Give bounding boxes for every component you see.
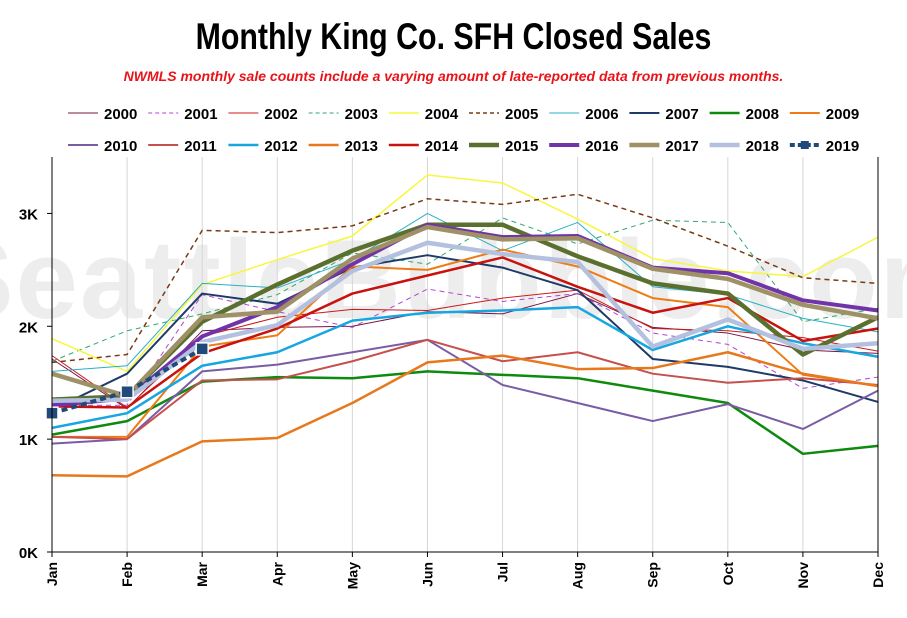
legend-item-2018: 2018 [709, 138, 779, 155]
legend-label: 2012 [264, 138, 297, 155]
series-2011 [51, 338, 879, 441]
legend-marker [800, 141, 809, 149]
legend-item-2014: 2014 [388, 138, 459, 155]
legend-label: 2014 [425, 138, 459, 155]
legend-label: 2013 [345, 138, 378, 155]
y-tick-label: 1K [19, 432, 38, 449]
legend-item-2000: 2000 [68, 106, 137, 123]
line-2017 [51, 224, 879, 399]
legend-item-2002: 2002 [228, 106, 298, 123]
x-tick-label: Apr [269, 561, 285, 586]
legend-item-2011: 2011 [148, 138, 217, 155]
legend-item-2007: 2007 [629, 106, 699, 123]
legend-item-2004: 2004 [388, 106, 459, 123]
line-2015 [51, 222, 879, 402]
x-tick-label: Sep [645, 562, 661, 588]
legend-item-2001: 2001 [148, 106, 218, 123]
legend-label: 2017 [665, 138, 698, 155]
line-2013 [51, 350, 879, 478]
series-2019 [45, 342, 209, 420]
line-2011 [51, 338, 879, 441]
legend-item-2003: 2003 [308, 106, 378, 123]
line-2005 [51, 193, 879, 364]
legend-item-2019: 2019 [789, 138, 859, 155]
x-tick-label: Jun [419, 562, 435, 587]
watermark: SeattleBubble.com [0, 217, 907, 342]
legend-item-2013: 2013 [308, 138, 378, 155]
legend-label: 2001 [184, 106, 217, 123]
line-2007 [51, 254, 879, 411]
legend-label: 2018 [746, 138, 779, 155]
x-tick-label: Feb [119, 562, 135, 587]
line-2004 [51, 174, 879, 373]
y-tick-label: 3K [19, 206, 38, 223]
series-2010 [51, 338, 879, 445]
legend-label: 2007 [665, 106, 698, 123]
x-tick-label: Nov [795, 562, 811, 589]
chart-title: Monthly King Co. SFH Closed Sales [195, 16, 712, 57]
x-tick-label: Dec [870, 562, 886, 588]
line-2003 [51, 217, 879, 362]
legend-item-2008: 2008 [709, 106, 779, 123]
line-2010 [51, 338, 879, 445]
point-2019-mar [195, 342, 209, 356]
legend-label: 2009 [826, 106, 859, 123]
series-2018 [51, 240, 879, 404]
y-tick-label: 0K [19, 545, 38, 562]
legend-item-2017: 2017 [629, 138, 699, 155]
series-2015 [51, 222, 879, 402]
legend-label: 2006 [585, 106, 618, 123]
legend-label: 2019 [826, 138, 859, 155]
series-2008 [51, 370, 879, 456]
legend-label: 2005 [505, 106, 538, 123]
line-2019 [51, 347, 204, 416]
watermark-text: SeattleBubble.com [0, 217, 907, 342]
legend-label: 2015 [505, 138, 538, 155]
chart-subtitle: NWMLS monthly sale counts include a vary… [123, 68, 784, 84]
x-tick-label: May [344, 562, 360, 589]
legend-label: 2003 [345, 106, 378, 123]
legend: 2000 2001 2002 2003 2004 2005 2006 2007 2008 2009… [68, 106, 859, 155]
legend-label: 2010 [104, 138, 137, 155]
x-tick-label: Jul [495, 562, 511, 582]
legend-item-2005: 2005 [469, 106, 538, 123]
legend-item-2010: 2010 [68, 138, 137, 155]
series-2003 [51, 217, 879, 362]
legend-item-2015: 2015 [469, 138, 538, 155]
legend-item-2006: 2006 [549, 106, 619, 123]
legend-label: 2008 [746, 106, 779, 123]
legend-label: 2016 [585, 138, 618, 155]
legend-item-2012: 2012 [228, 138, 298, 155]
x-tick-label: Mar [194, 561, 210, 586]
series-2013 [51, 350, 879, 478]
line-2012 [51, 305, 879, 430]
series-2007 [51, 254, 879, 411]
series-lines [45, 174, 879, 478]
series-2012 [51, 305, 879, 430]
legend-label: 2004 [425, 106, 459, 123]
legend-item-2009: 2009 [789, 106, 859, 123]
x-tick-label: Oct [720, 562, 736, 586]
legend-label: 2011 [184, 138, 217, 155]
series-2004 [51, 174, 879, 373]
series-2005 [51, 193, 879, 364]
line-2018 [51, 240, 879, 404]
x-tick-label: Jan [44, 562, 60, 586]
legend-label: 2002 [264, 106, 297, 123]
x-tick-label: Aug [570, 562, 586, 589]
y-tick-label: 2K [19, 319, 38, 336]
series-2017 [51, 224, 879, 399]
axes: 0K 1K 2K 3K Jan Feb Mar Apr May Jun Jul Aug Sep Oct No… [19, 157, 886, 589]
legend-label: 2000 [104, 106, 137, 123]
legend-item-2016: 2016 [549, 138, 619, 155]
point-2019-feb [120, 384, 134, 399]
line-2008 [51, 370, 879, 456]
